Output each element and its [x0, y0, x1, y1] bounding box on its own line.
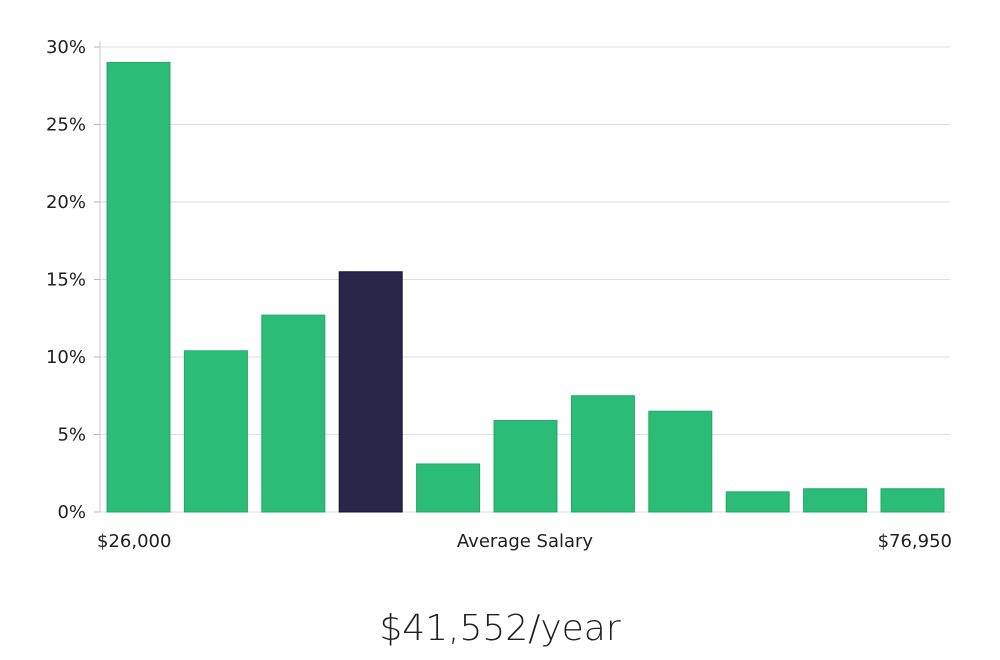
x-axis-title: Average Salary: [457, 531, 594, 552]
bar: [183, 350, 248, 513]
x-max-label: $76,950: [878, 531, 952, 552]
bar: [803, 488, 868, 513]
y-tick-label: 5%: [57, 425, 86, 446]
bar: [725, 491, 790, 513]
bar: [416, 463, 481, 513]
y-tick-label: 15%: [46, 270, 86, 291]
bar: [570, 395, 635, 513]
y-tick-label: 0%: [57, 502, 86, 523]
y-tick-label: 10%: [46, 347, 86, 368]
bars: [106, 62, 945, 513]
bar: [880, 488, 945, 513]
x-min-label: $26,000: [97, 531, 171, 552]
highlighted-bar: [338, 271, 403, 513]
y-tick-label: 20%: [46, 192, 86, 213]
bar: [106, 62, 171, 513]
bar: [261, 314, 326, 513]
y-tick-label: 30%: [46, 37, 86, 58]
salary-histogram: 0% 5% 10% 15% 20% 25% 30% $26,000 Average Sala…: [46, 37, 952, 552]
bar: [648, 410, 713, 513]
y-axis-ticks: 0% 5% 10% 15% 20% 25% 30%: [46, 37, 100, 523]
average-salary-value: $41,552/year: [379, 608, 621, 649]
bar: [493, 420, 558, 513]
y-tick-label: 25%: [46, 115, 86, 136]
